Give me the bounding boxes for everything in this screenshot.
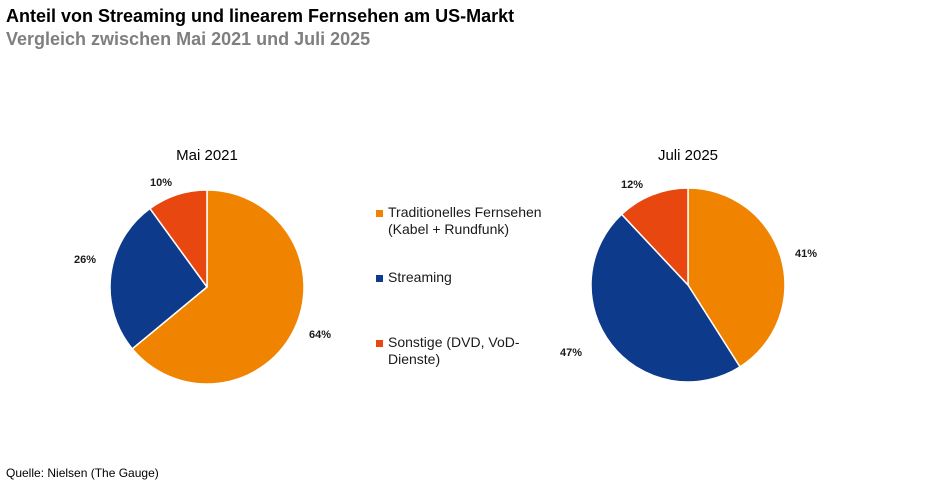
source-note: Quelle: Nielsen (The Gauge) [6,466,159,480]
legend-label-traditional-tv: Traditionelles Fernsehen (Kabel + Rundfu… [388,204,542,237]
data-label-july-2025-traditional-tv: 41% [795,248,817,260]
pie-slice-may-2021-other [149,189,208,288]
legend-label-other: Sonstige (DVD, VoD-Dienste) [388,334,520,367]
data-label-may-2021-traditional-tv: 64% [309,329,331,341]
data-label-may-2021-streaming: 26% [74,254,96,266]
legend-swatch-streaming [376,275,383,282]
legend-swatch-traditional-tv [376,210,383,217]
legend-swatch-other [376,340,383,347]
chart-subtitle: Vergleich zwischen Mai 2021 und Juli 202… [6,29,371,49]
pie-slice-may-2021-traditional-tv [131,189,305,385]
data-label-july-2025-streaming: 47% [560,347,582,359]
pie-title-july-2025: Juli 2025 [658,147,718,164]
legend-label-streaming: Streaming [388,269,452,285]
chart-title: Anteil von Streaming und linearem Fernse… [6,6,515,26]
pie-slice-july-2025-other [620,187,689,286]
pie-slice-july-2025-streaming [590,213,741,383]
data-label-may-2021-other: 10% [150,177,172,189]
pie-title-may-2021: Mai 2021 [176,147,238,164]
pie-slice-may-2021-streaming [109,207,208,350]
data-label-july-2025-other: 12% [621,179,643,191]
